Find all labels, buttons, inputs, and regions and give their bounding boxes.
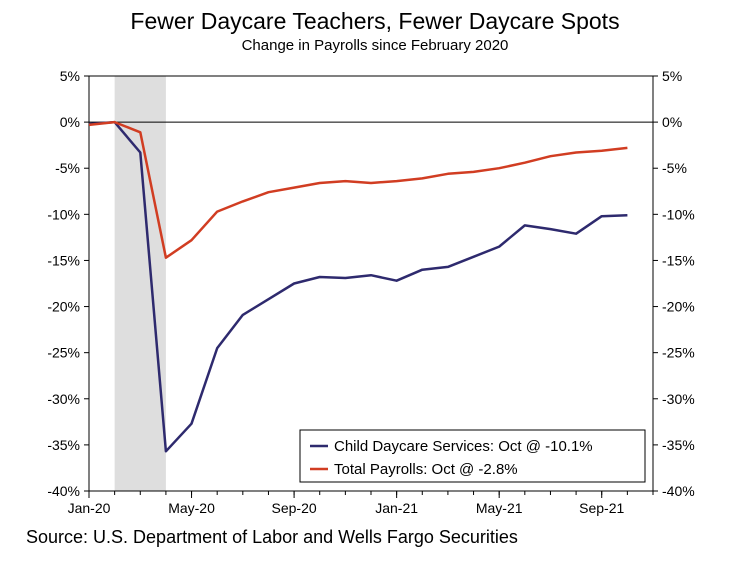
x-tick-label: Jan-21: [375, 500, 418, 516]
y-tick-label-right: -15%: [662, 252, 695, 268]
y-tick-label-left: -25%: [47, 345, 80, 361]
y-tick-label-right: -5%: [662, 160, 687, 176]
plot-frame: [88, 75, 654, 492]
legend-label: Total Payrolls: Oct @ -2.8%: [334, 461, 518, 478]
x-tick-label: Jan-20: [68, 500, 111, 516]
y-tick-label-left: -5%: [55, 160, 80, 176]
y-tick-label-right: -40%: [662, 483, 695, 499]
y-tick-label-left: -20%: [47, 299, 80, 315]
y-tick-label-left: -40%: [47, 483, 80, 499]
y-tick-label-right: 0%: [662, 114, 682, 130]
x-tick-label: Sep-21: [579, 500, 624, 516]
x-tick-label: May-20: [168, 500, 215, 516]
recession-shading: [114, 76, 166, 491]
legend-label: Child Daycare Services: Oct @ -10.1%: [334, 438, 593, 455]
x-tick-label: May-21: [476, 500, 523, 516]
y-tick-label-left: -30%: [47, 391, 80, 407]
y-tick-label-right: -10%: [662, 206, 695, 222]
y-tick-label-right: -35%: [662, 437, 695, 453]
y-tick-label-left: 5%: [60, 68, 80, 84]
y-tick-label-left: -35%: [47, 437, 80, 453]
chart-subtitle: Change in Payrolls since February 2020: [241, 37, 509, 54]
y-tick-label-right: -30%: [662, 391, 695, 407]
legend-box: [299, 429, 646, 483]
y-tick-label-right: -25%: [662, 345, 695, 361]
y-tick-label-left: -15%: [47, 252, 80, 268]
y-tick-label-right: 5%: [662, 68, 682, 84]
series-line-child-daycare: [88, 120, 628, 453]
x-tick-label: Sep-20: [272, 500, 317, 516]
chart-source: Source: U.S. Department of Labor and Wel…: [26, 527, 518, 547]
y-tick-label-right: -20%: [662, 299, 695, 315]
chart-title: Fewer Daycare Teachers, Fewer Daycare Sp…: [130, 8, 620, 34]
series-line-total-payrolls: [88, 120, 628, 259]
y-tick-label-left: 0%: [60, 114, 80, 130]
y-tick-label-left: -10%: [47, 206, 80, 222]
